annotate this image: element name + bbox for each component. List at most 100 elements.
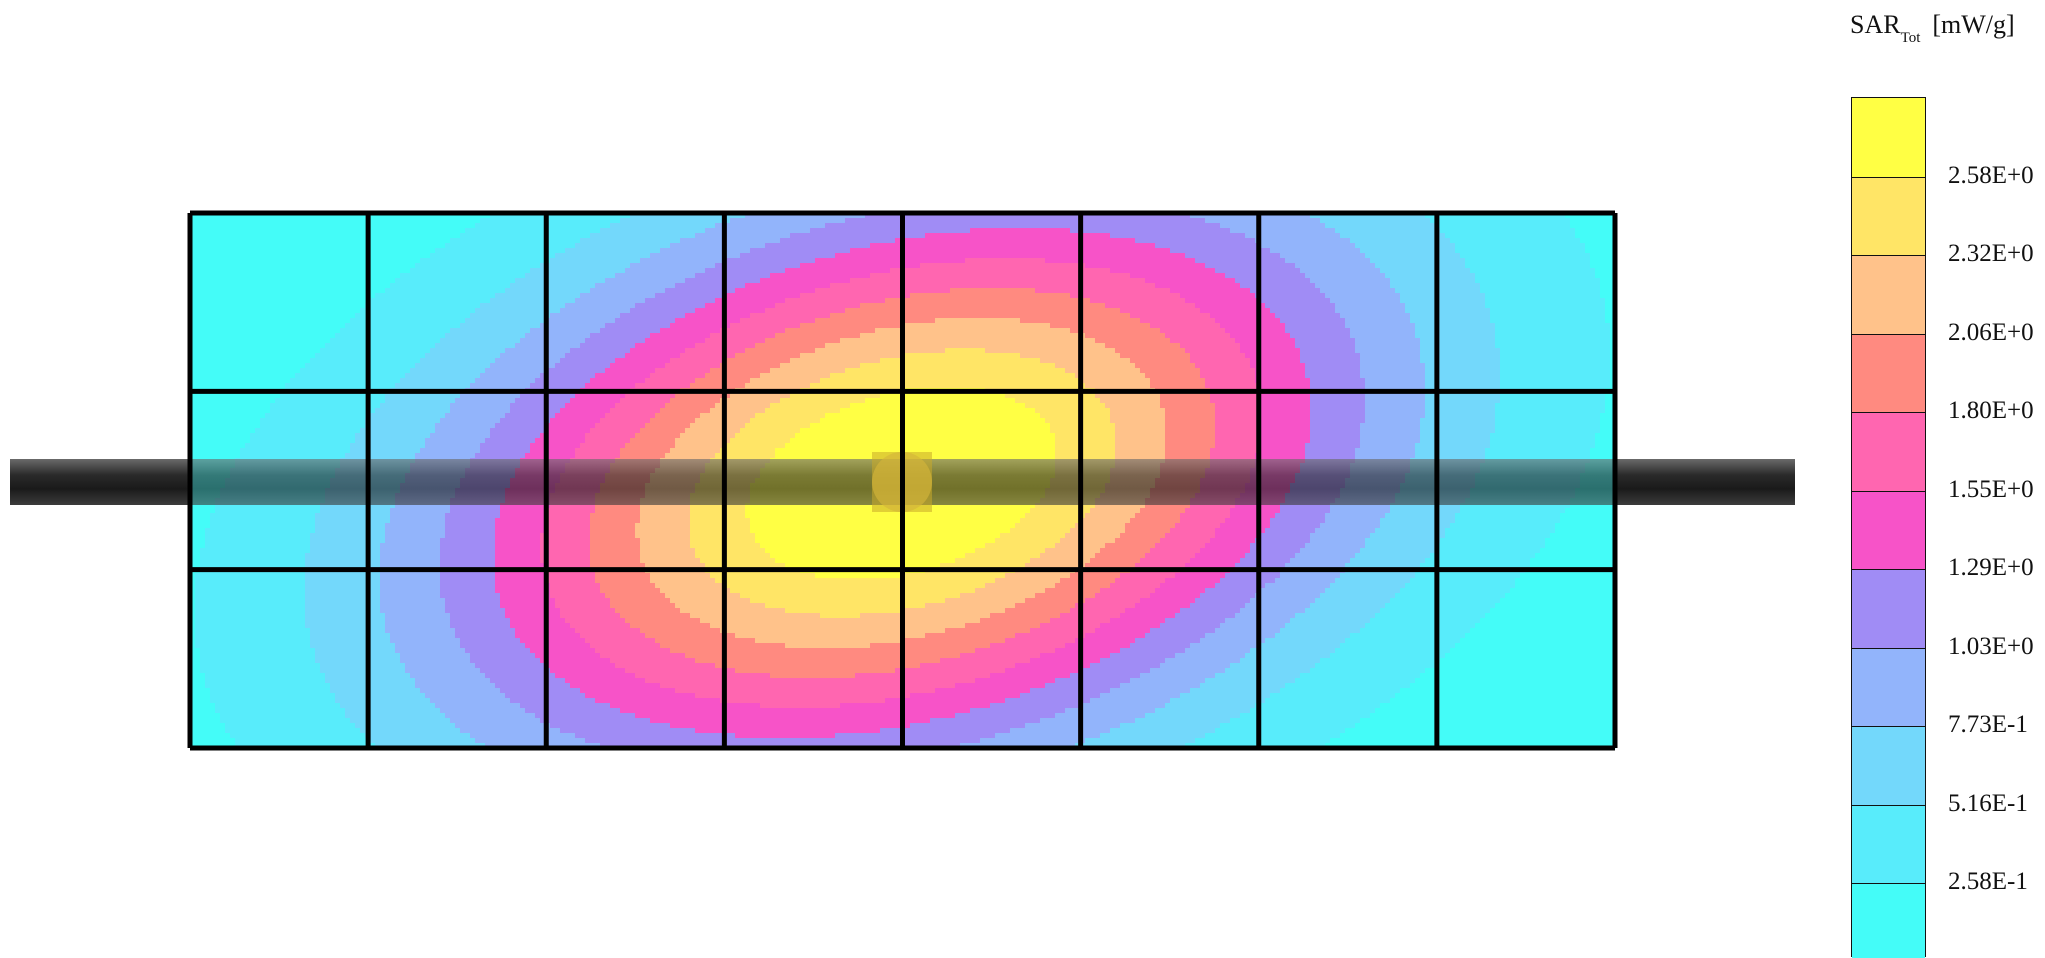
contour-cell [550,278,556,284]
contour-cell [1070,253,1076,259]
contour-cell [1195,243,1201,249]
contour-cell [1550,218,1556,224]
contour-cell [785,248,791,254]
contour-cell [575,298,581,304]
contour-cell [245,223,251,229]
contour-cell [1440,268,1446,274]
contour-cell [925,228,931,234]
contour-cell [1010,223,1016,229]
contour-cell [1150,238,1156,244]
contour-cell [1385,248,1391,254]
contour-cell [1010,233,1016,239]
contour-cell [1410,218,1416,224]
contour-cell [925,293,931,299]
contour-cell [1355,233,1361,239]
contour-cell [1380,288,1386,294]
contour-cell [865,288,871,294]
contour-cell [1590,263,1596,269]
contour-cell [1360,258,1366,264]
contour-cell [1010,238,1016,244]
contour-cell [1110,228,1116,234]
contour-cell [1555,263,1561,269]
contour-cell [1540,223,1546,229]
contour-cell [475,263,481,269]
contour-cell [220,283,226,289]
contour-cell [865,218,871,224]
contour-cell [370,218,376,224]
contour-cell [230,233,236,239]
contour-cell [800,238,806,244]
contour-cell [740,238,746,244]
contour-cell [1420,273,1426,279]
contour-cell [1000,288,1006,294]
contour-cell [735,263,741,269]
contour-cell [1400,228,1406,234]
contour-cell [450,298,456,304]
contour-cell [835,288,841,294]
contour-cell [570,293,576,299]
contour-cell [1165,263,1171,269]
contour-cell [740,253,746,259]
contour-cell [950,228,956,234]
contour-cell [955,258,961,264]
contour-cell [1135,228,1141,234]
contour-cell [415,223,421,229]
contour-cell [535,218,541,224]
contour-cell [660,283,666,289]
contour-cell [1190,218,1196,224]
contour-cell [875,248,881,254]
contour-cell [510,268,516,274]
contour-cell [1505,293,1511,299]
contour-cell [1540,253,1546,259]
contour-cell [275,218,281,224]
contour-cell [425,293,431,299]
contour-cell [735,288,741,294]
contour-cell [260,243,266,249]
contour-cell [840,238,846,244]
contour-cell [1475,268,1481,274]
contour-cell [425,253,431,259]
contour-cell [940,218,946,224]
contour-cell [1445,268,1451,274]
contour-cell [790,263,796,269]
contour-cell [1120,228,1126,234]
contour-cell [245,248,251,254]
contour-cell [925,218,931,224]
contour-cell [925,263,931,269]
contour-cell [760,273,766,279]
contour-cell [250,223,256,229]
contour-cell [1250,238,1256,244]
contour-cell [315,228,321,234]
contour-cell [1115,293,1121,299]
contour-cell [875,283,881,289]
contour-cell [845,298,851,304]
contour-cell [1205,273,1211,279]
contour-cell [665,273,671,279]
contour-cell [1470,223,1476,229]
contour-cell [785,218,791,224]
contour-cell [1560,263,1566,269]
contour-cell [1270,258,1276,264]
contour-cell [1005,278,1011,284]
contour-cell [1280,233,1286,239]
contour-cell [1490,238,1496,244]
contour-cell [370,233,376,239]
contour-cell [1525,273,1531,279]
contour-cell [1215,258,1221,264]
contour-cell [320,278,326,284]
contour-cell [820,218,826,224]
contour-cell [580,283,586,289]
contour-cell [1475,248,1481,254]
contour-cell [300,283,306,289]
contour-cell [330,218,336,224]
contour-cell [1115,258,1121,264]
contour-cell [1540,278,1546,284]
contour-cell [1140,268,1146,274]
contour-cell [1575,233,1581,239]
contour-cell [595,233,601,239]
contour-cell [1595,263,1601,269]
contour-cell [1310,233,1316,239]
contour-cell [450,293,456,299]
contour-cell [1245,283,1251,289]
contour-cell [620,218,626,224]
